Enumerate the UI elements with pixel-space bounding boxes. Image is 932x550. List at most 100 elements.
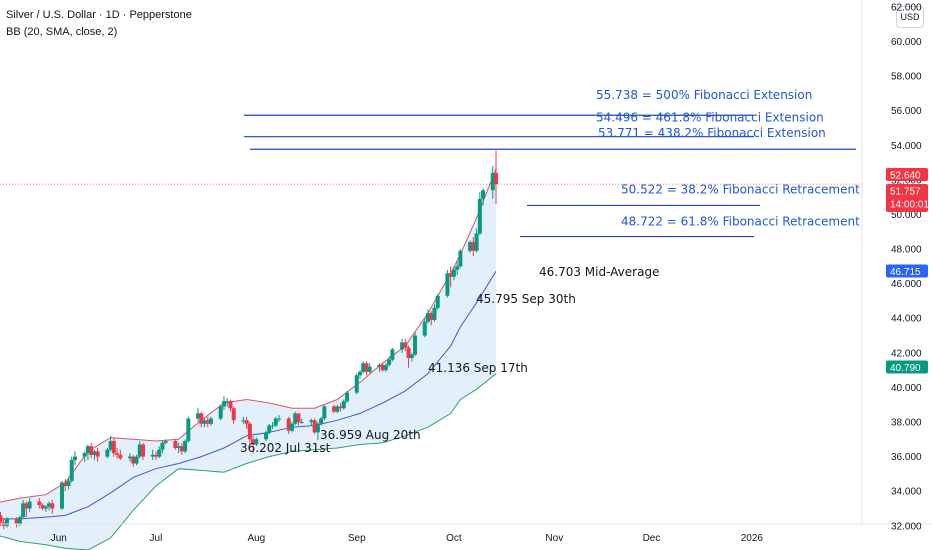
candle[interactable] (199, 411, 204, 428)
candle[interactable] (254, 437, 259, 447)
candle[interactable] (312, 418, 317, 435)
candle[interactable] (128, 453, 133, 462)
candle-body[interactable] (82, 453, 87, 457)
candle-body[interactable] (137, 444, 142, 457)
candle[interactable] (89, 442, 94, 459)
candle-body[interactable] (448, 273, 453, 277)
candle-body[interactable] (251, 439, 256, 445)
candle[interactable] (50, 499, 55, 514)
candle-body[interactable] (390, 349, 395, 360)
candle[interactable] (277, 415, 282, 423)
candle[interactable] (264, 430, 269, 442)
candle-body[interactable] (435, 295, 440, 308)
candle[interactable] (37, 498, 42, 509)
candle[interactable] (160, 441, 165, 454)
candle[interactable] (108, 435, 113, 452)
candle-body[interactable] (115, 453, 120, 455)
candle-body[interactable] (468, 242, 473, 251)
candle[interactable] (387, 356, 392, 367)
candle-body[interactable] (277, 418, 282, 420)
candle[interactable] (163, 439, 168, 445)
candle[interactable] (338, 402, 343, 412)
candle-body[interactable] (225, 401, 230, 403)
candle-body[interactable] (186, 418, 191, 442)
candle-body[interactable] (429, 313, 434, 320)
candle[interactable] (458, 249, 463, 269)
candle-body[interactable] (14, 518, 19, 525)
candle[interactable] (47, 501, 52, 511)
candle-body[interactable] (315, 423, 320, 433)
candle-body[interactable] (474, 233, 479, 251)
candle[interactable] (468, 240, 473, 253)
candle-body[interactable] (105, 449, 110, 457)
candle-body[interactable] (406, 347, 411, 359)
candle[interactable] (445, 269, 450, 298)
candle-body[interactable] (409, 354, 414, 359)
candle-body[interactable] (27, 501, 32, 509)
candle-body[interactable] (383, 364, 388, 371)
candle[interactable] (400, 338, 405, 353)
candle-body[interactable] (477, 198, 482, 234)
candle-body[interactable] (403, 342, 408, 348)
candle-body[interactable] (367, 366, 372, 372)
candle[interactable] (406, 345, 411, 368)
candle[interactable] (451, 266, 456, 281)
candle-body[interactable] (157, 449, 162, 457)
candle-body[interactable] (17, 517, 22, 525)
candle[interactable] (315, 422, 320, 441)
candle[interactable] (186, 416, 191, 443)
candle[interactable] (429, 311, 434, 326)
currency-button[interactable]: USD (896, 6, 924, 28)
candle-body[interactable] (267, 425, 272, 433)
candle-body[interactable] (95, 451, 100, 457)
candle[interactable] (150, 449, 155, 461)
candle[interactable] (455, 261, 460, 275)
candle[interactable] (244, 416, 249, 429)
time-axis[interactable]: Jun Jul Aug Sep Oct Nov Dec 2026 (51, 533, 764, 544)
candle-body[interactable] (481, 190, 486, 199)
candle[interactable] (173, 439, 178, 450)
candle-body[interactable] (299, 422, 304, 424)
candle[interactable] (95, 447, 100, 462)
candle[interactable] (179, 442, 184, 455)
candle-body[interactable] (50, 503, 55, 509)
candle-body[interactable] (338, 406, 343, 409)
candle-body[interactable] (134, 456, 139, 464)
candle[interactable] (477, 191, 482, 236)
candle[interactable] (471, 236, 476, 256)
candle[interactable] (390, 347, 395, 362)
candle-body[interactable] (364, 363, 369, 372)
candle-body[interactable] (160, 442, 165, 450)
candle[interactable] (490, 166, 495, 199)
candle-body[interactable] (221, 401, 226, 407)
candle[interactable] (322, 404, 327, 421)
candle-body[interactable] (92, 451, 97, 455)
candle[interactable] (377, 363, 382, 372)
candle[interactable] (293, 411, 298, 426)
candle-body[interactable] (228, 401, 233, 409)
candle-body[interactable] (140, 444, 145, 457)
candle[interactable] (286, 416, 291, 435)
candle-body[interactable] (179, 446, 184, 452)
candle-body[interactable] (455, 266, 460, 270)
candles[interactable] (0, 150, 499, 530)
candle[interactable] (299, 418, 304, 424)
candle-body[interactable] (173, 441, 178, 448)
candle[interactable] (118, 449, 123, 461)
candle[interactable] (66, 477, 71, 490)
candle-body[interactable] (176, 446, 181, 448)
candle[interactable] (422, 318, 427, 338)
candle[interactable] (332, 404, 337, 414)
candle-body[interactable] (150, 454, 155, 457)
candle-body[interactable] (445, 273, 450, 296)
candle[interactable] (218, 404, 223, 421)
candle[interactable] (426, 309, 430, 324)
candle-body[interactable] (247, 423, 252, 440)
candle-body[interactable] (422, 321, 427, 336)
candle[interactable] (153, 451, 158, 461)
candle-body[interactable] (40, 505, 45, 509)
candle-body[interactable] (264, 432, 269, 440)
candle-body[interactable] (202, 420, 207, 424)
candle-body[interactable] (270, 425, 275, 427)
